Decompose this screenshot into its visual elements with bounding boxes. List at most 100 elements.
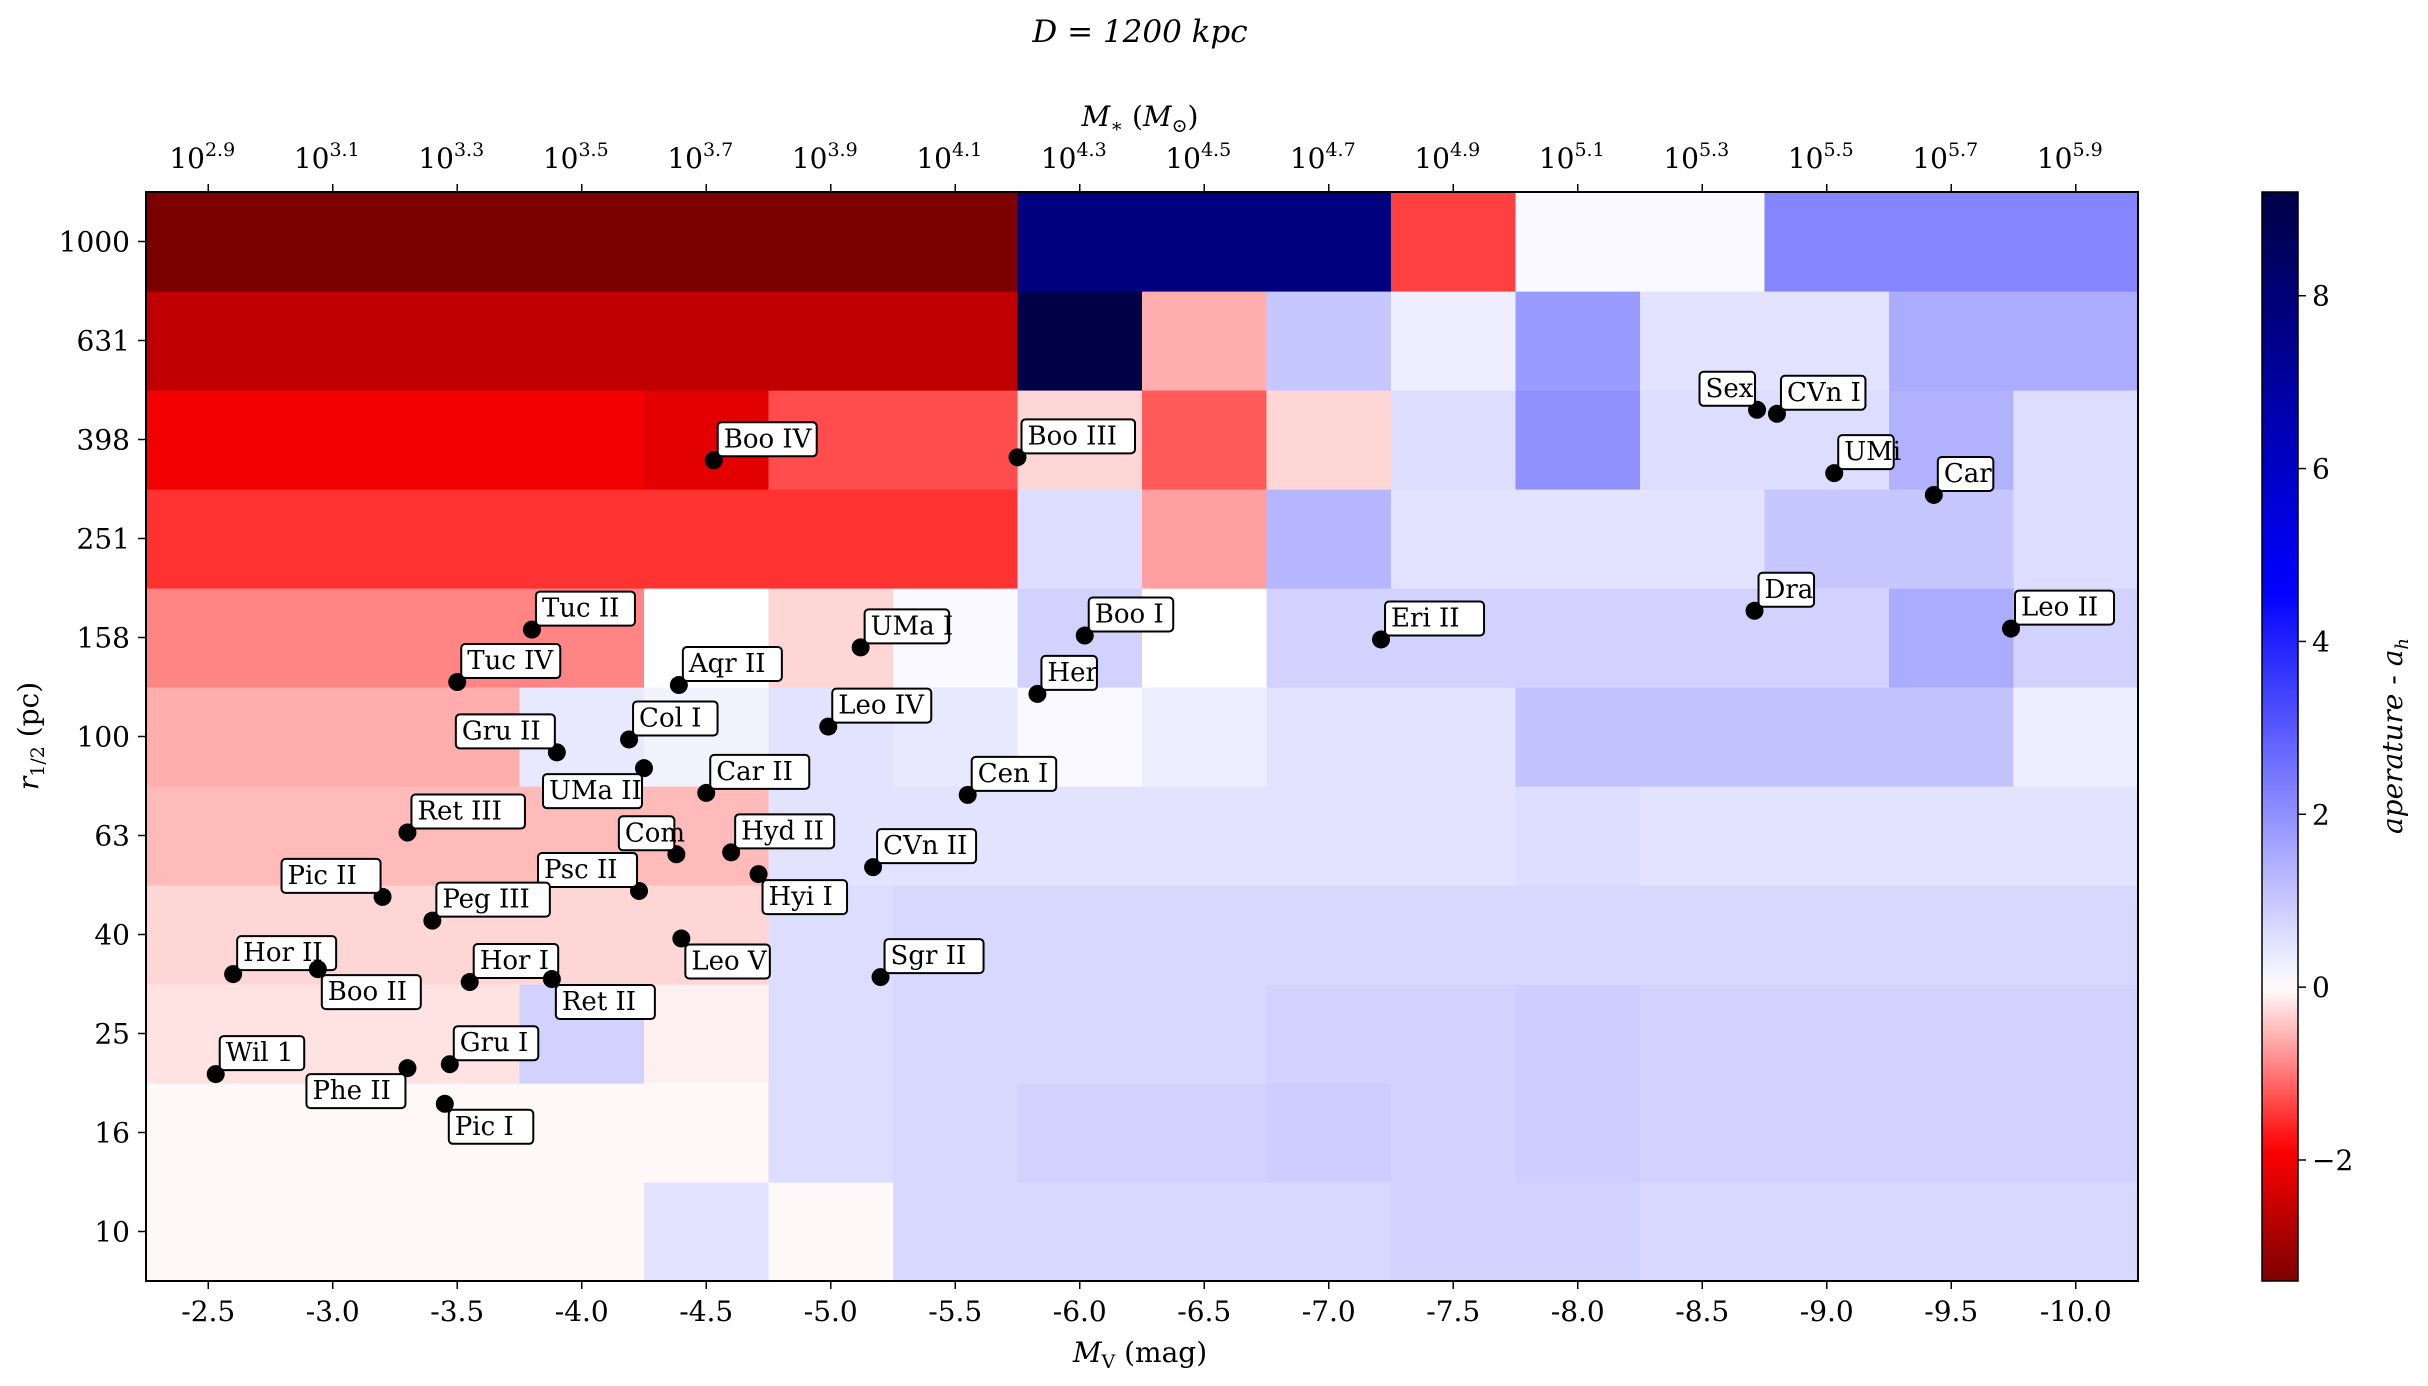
top-x-tick-label: 105.7 [1912, 139, 1978, 175]
heatmap-cell [270, 291, 396, 391]
x-tick-label: -9.0 [1800, 1295, 1854, 1328]
colorbar [2261, 191, 2299, 1282]
y-tick-label: 16 [94, 1117, 130, 1150]
colorbar-tick-label: 6 [2312, 453, 2330, 486]
heatmap-cell [2013, 489, 2139, 589]
colorbar-tick-label: 4 [2312, 625, 2330, 658]
heatmap-cell [2013, 786, 2139, 886]
top-x-axis-label: M∗ (M⊙) [1081, 100, 1199, 137]
galaxy-label: Cen I [970, 755, 1058, 792]
heatmap-cell [893, 390, 1019, 490]
svg-text:Her: Her [1047, 658, 1098, 688]
heatmap-cell [395, 1182, 521, 1282]
galaxy-label: CVn II [876, 828, 978, 865]
heatmap-cell [1764, 1083, 1890, 1183]
galaxy-markers: Boo IV Boo III Tuc II Tuc IV Aqr II UMa I Boo … [206, 370, 2116, 1145]
top-x-tick-label: 105.5 [1788, 139, 1854, 175]
x-tick-label: -2.5 [181, 1295, 235, 1328]
galaxy-label: Leo V [684, 943, 771, 980]
heatmap-cell [1142, 687, 1268, 787]
galaxy-label: UMi [1837, 434, 1901, 471]
heatmap-cell [1017, 489, 1143, 589]
heatmap-cell [1515, 885, 1641, 985]
svg-text:Sex: Sex [1706, 374, 1754, 404]
heatmap-cell [1391, 291, 1517, 391]
x-tick-label: -5.5 [928, 1295, 982, 1328]
top-x-tick-label: 103.1 [294, 139, 360, 175]
top-x-tick-label: 105.9 [2037, 139, 2103, 175]
galaxy-label: Boo III [1020, 418, 1136, 455]
heatmap-cell [1640, 489, 1766, 589]
heatmap-cell [1017, 885, 1143, 985]
galaxy-label: Col I [632, 700, 719, 737]
heatmap-cell [1889, 984, 2015, 1084]
top-x-tick-label: 104.3 [1041, 139, 1107, 175]
heatmap-cell [1764, 885, 1890, 985]
svg-text:Peg III: Peg III [442, 885, 529, 915]
svg-text:Boo IV: Boo IV [724, 424, 813, 454]
svg-text:UMa II: UMa II [549, 776, 642, 806]
heatmap-cell [2013, 192, 2139, 292]
x-tick-label: -8.0 [1551, 1295, 1605, 1328]
heatmap-cell [1764, 1182, 1890, 1282]
svg-text:Leo IV: Leo IV [838, 691, 925, 721]
galaxy-label: Dra [1757, 571, 1816, 608]
heatmap-cell [1266, 786, 1392, 886]
svg-text:Leo V: Leo V [691, 946, 768, 976]
top-x-tick-label: 102.9 [169, 139, 235, 175]
heatmap-cell [1266, 390, 1392, 490]
heatmap-cell [1515, 984, 1641, 1084]
galaxy-label: Wil 1 [218, 1035, 306, 1072]
heatmap-cell [1640, 588, 1766, 688]
heatmap-cell [1142, 291, 1268, 391]
heatmap-cell [2013, 1182, 2139, 1282]
galaxy-label: Leo II [2014, 589, 2116, 626]
top-x-tick-label: 104.5 [1165, 139, 1231, 175]
svg-text:Hor II: Hor II [243, 938, 323, 968]
x-tick-label: -7.0 [1302, 1295, 1356, 1328]
heatmap-cell [1640, 885, 1766, 985]
svg-text:Phe II: Phe II [312, 1076, 390, 1106]
svg-text:Car II: Car II [716, 757, 793, 787]
heatmap-cell [146, 192, 272, 292]
heatmap-cell [395, 291, 521, 391]
galaxy-label: Tuc IV [460, 643, 562, 680]
heatmap-cell [1764, 984, 1890, 1084]
heatmap-cell [1266, 192, 1392, 292]
x-tick-label: -9.5 [1924, 1295, 1978, 1328]
galaxy-label: Ret III [410, 793, 526, 830]
chart-title: D = 1200 kpc [1031, 14, 1247, 50]
heatmap-cell [519, 1182, 645, 1282]
heatmap-cell [1640, 1083, 1766, 1183]
svg-text:Car: Car [1944, 459, 1992, 489]
galaxy-label: Ret II [554, 984, 656, 1021]
heatmap-cell [768, 192, 894, 292]
heatmap-cell [1266, 1083, 1392, 1183]
x-tick-label: -3.5 [430, 1295, 484, 1328]
heatmap-cell [1515, 192, 1641, 292]
x-tick-label: -7.5 [1426, 1295, 1480, 1328]
svg-text:Gru II: Gru II [462, 716, 541, 746]
heatmap-cell [395, 489, 521, 589]
heatmap-cell [768, 291, 894, 391]
heatmap-cell [1266, 1182, 1392, 1282]
heatmap-cell [519, 1083, 645, 1183]
bottom-x-axis: -2.5 -3.0 -3.5 -4.0 -4.5 -5.0 -5.5 -6.0 -6.5 -7.0… [181, 1281, 2112, 1328]
galaxy-label: Aqr II [681, 646, 783, 683]
colorbar-tick-label: −2 [2312, 1144, 2353, 1177]
heatmap-cell [1889, 291, 2015, 391]
svg-text:UMa I: UMa I [871, 611, 954, 641]
galaxy-label: Com [617, 815, 685, 852]
heatmap-cell [1889, 1182, 2015, 1282]
heatmap-cell [519, 291, 645, 391]
heatmap-cell [1391, 192, 1517, 292]
y-tick-label: 251 [77, 523, 130, 556]
galaxy-label: Pic II [280, 857, 382, 894]
heatmap-cell [768, 1083, 894, 1183]
heatmap-cell [1515, 786, 1641, 886]
heatmap-cell [1889, 786, 2015, 886]
svg-text:Wil 1: Wil 1 [226, 1038, 294, 1068]
svg-text:Sgr II: Sgr II [891, 941, 967, 971]
heatmap-cell [1266, 885, 1392, 985]
